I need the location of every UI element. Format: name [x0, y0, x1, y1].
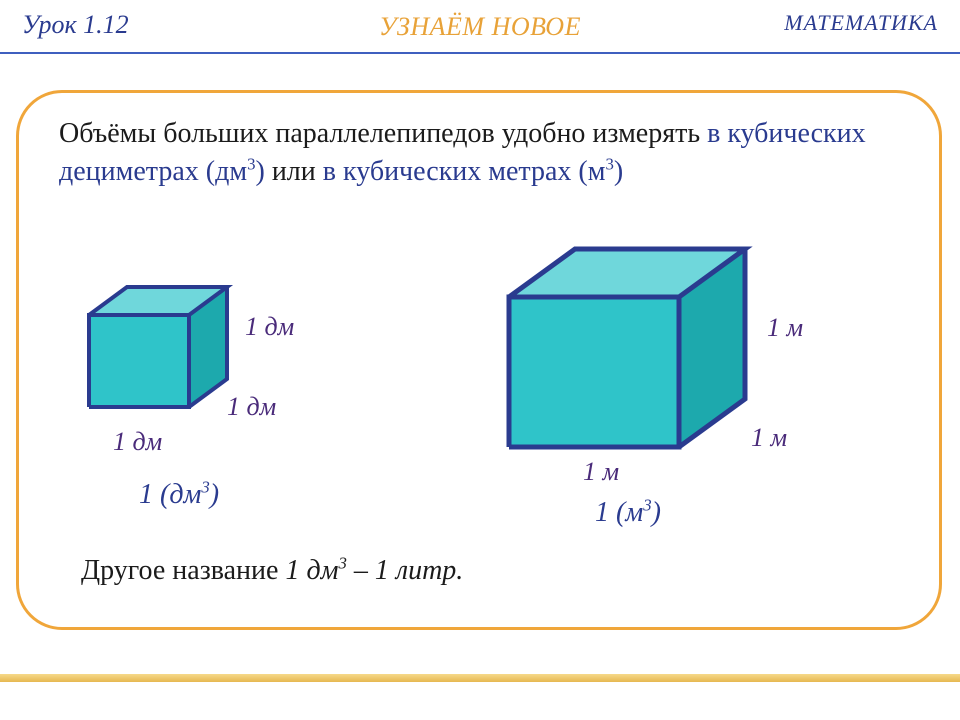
bottom-accent-bar: [0, 674, 960, 682]
text-highlight: в кубических метрах (м3): [323, 156, 623, 187]
cube-m-svg: [479, 213, 859, 513]
sup: 3: [201, 478, 209, 497]
slide: Урок 1.12 МАТЕМАТИКА УЗНАЁМ НОВОЕ Объёмы…: [0, 0, 960, 720]
edge-label: 1 дм: [113, 427, 162, 457]
cube-caption: 1 (м3): [595, 497, 661, 529]
footer-line: Другое название 1 дм3 – 1 литр.: [81, 555, 463, 587]
edge-label: 1 дм: [245, 312, 294, 342]
cube-m: 1 м 1 м 1 м 1 (м3): [479, 213, 859, 518]
t: 1 (м: [595, 497, 643, 528]
subject-label: МАТЕМАТИКА: [784, 10, 938, 36]
text-plain: Объёмы больших параллелепипедов удобно и…: [59, 118, 707, 149]
edge-label: 1 дм: [227, 392, 276, 422]
edge-label: 1 м: [767, 313, 803, 343]
t: ): [255, 156, 271, 187]
t: ): [614, 156, 623, 187]
t: в кубических метрах (м: [323, 156, 606, 187]
cube-dm: 1 дм 1 дм 1 дм 1 (дм3): [69, 257, 329, 502]
t: 1 дм: [285, 555, 338, 586]
sup: 3: [643, 496, 651, 515]
t: – 1 литр.: [347, 555, 463, 586]
t: ): [652, 497, 661, 528]
edge-label: 1 м: [751, 423, 787, 453]
sup: 3: [338, 554, 346, 573]
text-plain: или: [272, 156, 323, 187]
content-card: Объёмы больших параллелепипедов удобно и…: [16, 90, 942, 630]
t: 1 (дм: [139, 479, 201, 510]
t: ): [210, 479, 219, 510]
t: Другое название: [81, 555, 285, 586]
lesson-label: Урок 1.12: [22, 10, 129, 40]
slide-title: УЗНАЁМ НОВОЕ: [379, 12, 581, 42]
edge-label: 1 м: [583, 457, 619, 487]
header-divider: [0, 52, 960, 54]
cube-dm-svg: [69, 257, 329, 497]
sup: 3: [605, 154, 613, 173]
diagram-area: 1 дм 1 дм 1 дм 1 (дм3): [19, 243, 939, 543]
cube-caption: 1 (дм3): [139, 479, 219, 511]
main-paragraph: Объёмы больших параллелепипедов удобно и…: [59, 115, 909, 191]
